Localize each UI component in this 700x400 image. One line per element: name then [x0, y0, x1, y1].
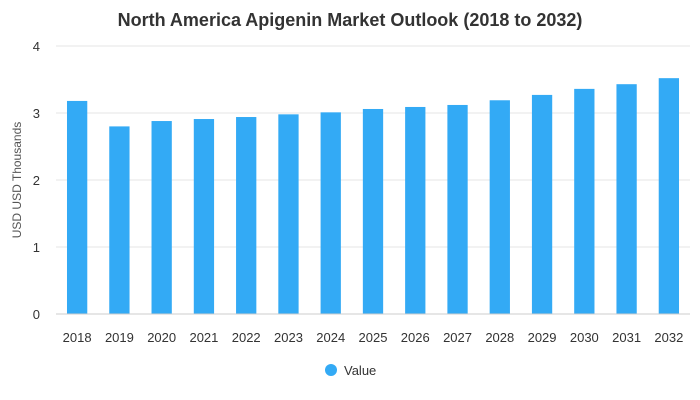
- x-tick-label: 2026: [401, 330, 430, 345]
- bar-2026[interactable]: [405, 106, 426, 314]
- x-tick-label: 2028: [485, 330, 514, 345]
- bar-2032[interactable]: [658, 78, 680, 314]
- y-tick-label: 3: [33, 106, 40, 121]
- x-tick-label: 2018: [63, 330, 92, 345]
- x-tick-label: 2032: [654, 330, 683, 345]
- bar-2019[interactable]: [109, 126, 130, 315]
- x-tick-label: 2030: [570, 330, 599, 345]
- y-tick-label: 2: [33, 173, 40, 188]
- legend-label-value: Value: [344, 363, 376, 378]
- y-axis-ticks: 0 1 2 3 4: [33, 39, 40, 322]
- x-tick-label: 2025: [359, 330, 388, 345]
- bar-2023[interactable]: [278, 114, 299, 314]
- chart-title: North America Apigenin Market Outlook (2…: [118, 10, 583, 30]
- x-tick-label: 2023: [274, 330, 303, 345]
- y-axis-label: USD USD Thousands: [10, 122, 24, 239]
- bar-2029[interactable]: [531, 94, 553, 314]
- bar-2031[interactable]: [616, 84, 637, 314]
- bar-2028[interactable]: [489, 100, 510, 315]
- bar-2027[interactable]: [447, 104, 468, 315]
- bar-2025[interactable]: [362, 108, 384, 314]
- x-tick-label: 2019: [105, 330, 134, 345]
- bar-2022[interactable]: [236, 117, 257, 315]
- bar-2024[interactable]: [320, 112, 341, 314]
- bar-2018[interactable]: [66, 100, 88, 314]
- bar-2030[interactable]: [574, 88, 595, 314]
- bar-2021[interactable]: [193, 119, 215, 314]
- x-tick-label: 2022: [232, 330, 261, 345]
- x-axis-ticks: 2018 2019 2020 2021 2022 2023 2024 2025 2026 2027…: [63, 330, 684, 345]
- y-tick-label: 1: [33, 240, 40, 255]
- x-tick-label: 2020: [147, 330, 176, 345]
- bar-2020[interactable]: [151, 121, 172, 314]
- x-tick-label: 2024: [316, 330, 345, 345]
- legend[interactable]: Value: [325, 363, 376, 378]
- x-tick-label: 2031: [612, 330, 641, 345]
- x-tick-label: 2029: [528, 330, 557, 345]
- legend-swatch-value: [325, 364, 337, 376]
- y-tick-label: 0: [33, 307, 40, 322]
- x-tick-label: 2021: [189, 330, 218, 345]
- y-tick-label: 4: [33, 39, 40, 54]
- bars: [66, 78, 680, 315]
- x-tick-label: 2027: [443, 330, 472, 345]
